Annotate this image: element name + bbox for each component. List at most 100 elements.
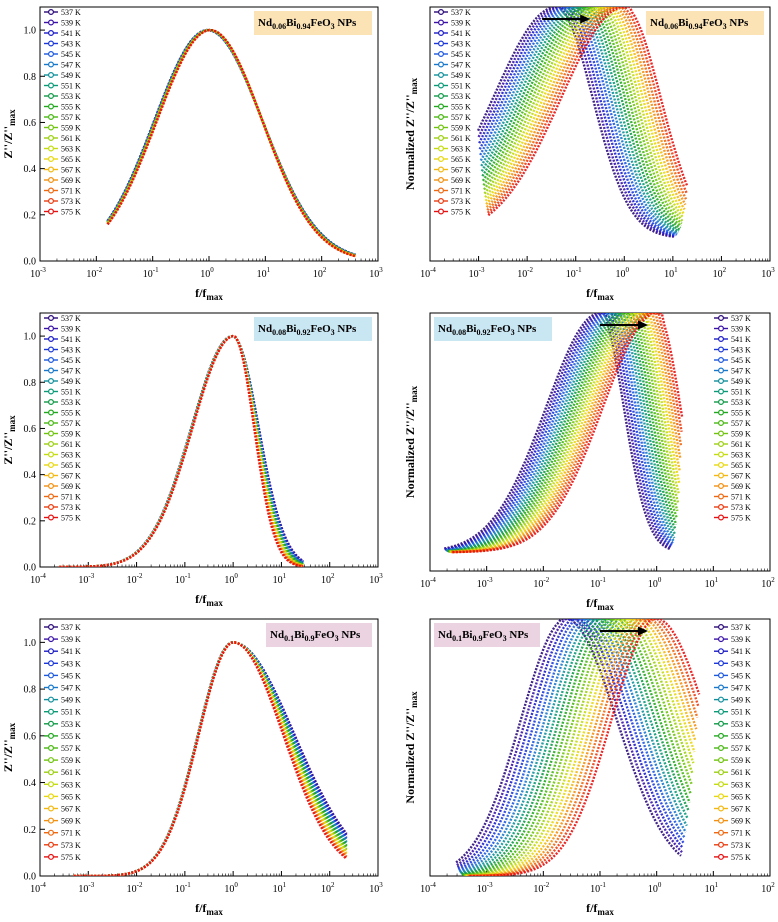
series-group [477,7,689,238]
y-axis-label: Normalized Z''/Z''max [403,691,419,804]
legend-marker [717,420,724,427]
legend-marker [717,483,724,490]
legend-label: 571 K [61,829,81,838]
x-tick-label-exp: -2 [543,576,549,584]
legend-label: 547 K [61,367,81,376]
x-tick-label-exp: 0 [234,572,238,580]
x-axis-label-sub: max [597,292,614,302]
series-line-563-K [484,7,685,219]
series-line-563-K [59,334,304,567]
panel-a: 10-3 10-2 10-1 100 101 102 1030.00.20.40.60.81… [1,6,383,302]
x-tick-label-base: 10 [224,884,234,895]
legend-marker [717,514,724,521]
panel-title-part: Bi [286,323,296,335]
legend-label: 545 K [61,50,81,59]
x-tick-label-base: 10 [273,884,283,895]
x-tick-label-exp: 2 [323,266,327,274]
legend-label: 557 K [61,419,81,428]
panel-title-part: Nd [650,17,664,29]
series-line-555-K [481,7,681,230]
series-line-575-K [452,313,684,554]
x-tick-label: 10-1 [175,881,191,895]
panel-title-part: 0.94 [296,22,310,31]
legend-label: 549 K [61,696,81,705]
y-tick-label: 0.0 [24,563,37,574]
legend-label: 561 K [61,440,81,449]
panel-title-part: 3 [723,22,727,31]
series-group [443,313,684,554]
x-tick-label-exp: -1 [153,266,159,274]
x-tick-label-base: 10 [175,575,185,586]
legend-label: 547 K [451,61,471,70]
x-tick-label: 10-4 [30,881,46,895]
legend-label: 537 K [61,623,81,632]
x-axis-label-main: f/f [586,901,598,915]
legend-marker [47,166,54,173]
panel-title-part: Nd [258,323,272,335]
legend-marker [47,684,54,691]
legend: 537 K 539 K 541 K 543 K 545 K 547 K 549 K 551 K… [44,623,81,862]
legend-marker [717,378,724,385]
x-tick-label-base: 10 [257,269,267,280]
series-line-543-K [457,619,685,871]
x-tick-label: 10-2 [86,266,102,280]
legend-marker [47,40,54,47]
panel-title-part: NPs [335,17,357,29]
legend-marker [47,623,54,630]
legend-label: 545 K [731,671,751,680]
legend-marker [47,388,54,395]
series-line-553-K [481,7,681,232]
x-tick-label-base: 10 [420,579,430,590]
series-line-557-K [463,619,692,876]
legend-marker [47,769,54,776]
legend-label: 559 K [731,756,751,765]
y-tick-label: 0.8 [24,378,37,389]
x-tick-label-exp: 2 [331,881,335,889]
legend-marker [47,315,54,322]
legend-label: 539 K [61,325,81,334]
legend-marker [47,841,54,848]
series-line-541-K [478,7,676,237]
legend-label: 549 K [61,377,81,386]
x-tick-label-base: 10 [590,884,600,895]
legend-label: 561 K [731,440,751,449]
legend-marker [47,30,54,37]
y-axis-label-sub: max [7,415,17,432]
panel-title-part: 0.9 [472,634,482,643]
legend-marker [717,315,724,322]
legend-marker [717,744,724,751]
x-tick-label: 10-2 [517,266,533,280]
y-tick-label: 1.0 [24,26,37,37]
panel-title-part: Nd [438,323,452,335]
panel-e: 10-4 10-3 10-2 10-1 100 101 102 1030.00.20.40.6… [1,618,383,917]
x-tick-label-exp: 1 [715,881,719,889]
series-line-539-K [444,313,672,551]
legend-marker [717,462,724,469]
legend-label: 537 K [61,314,81,323]
legend: 537 K 539 K 541 K 543 K 545 K 547 K 549 K 551 K… [714,623,751,862]
panel-title: Nd0.08Bi0.92FeO3 NPs [438,323,537,337]
legend-marker [438,19,445,26]
title-box [434,317,552,341]
legend-marker [47,504,54,511]
panel-title-part: 0.92 [296,328,310,337]
legend-label: 541 K [731,647,751,656]
legend-label: 555 K [731,732,751,741]
series-line-551-K [460,619,689,875]
legend-label: 567 K [451,166,471,175]
x-tick-label: 10-2 [127,881,143,895]
legend-label: 539 K [61,19,81,28]
x-axis-label-sub: max [597,907,614,917]
legend-marker [47,648,54,655]
legend-marker [438,30,445,37]
legend-marker [47,757,54,764]
series-line-575-K [469,619,701,876]
legend-label: 569 K [61,817,81,826]
legend-marker [47,198,54,205]
legend-label: 549 K [731,696,751,705]
legend-marker [47,156,54,163]
y-tick-label: 0.8 [24,72,37,83]
legend-marker [717,336,724,343]
x-tick-label-exp: 1 [283,881,287,889]
panel-title-part: Bi [466,323,476,335]
